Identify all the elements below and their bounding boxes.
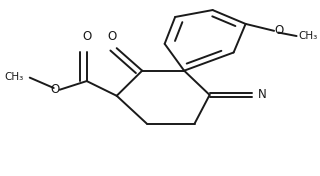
Text: CH₃: CH₃	[298, 31, 317, 41]
Text: O: O	[82, 30, 91, 43]
Text: O: O	[51, 83, 60, 96]
Text: O: O	[108, 30, 117, 43]
Text: CH₃: CH₃	[4, 72, 24, 82]
Text: O: O	[274, 24, 283, 37]
Text: N: N	[258, 88, 266, 101]
